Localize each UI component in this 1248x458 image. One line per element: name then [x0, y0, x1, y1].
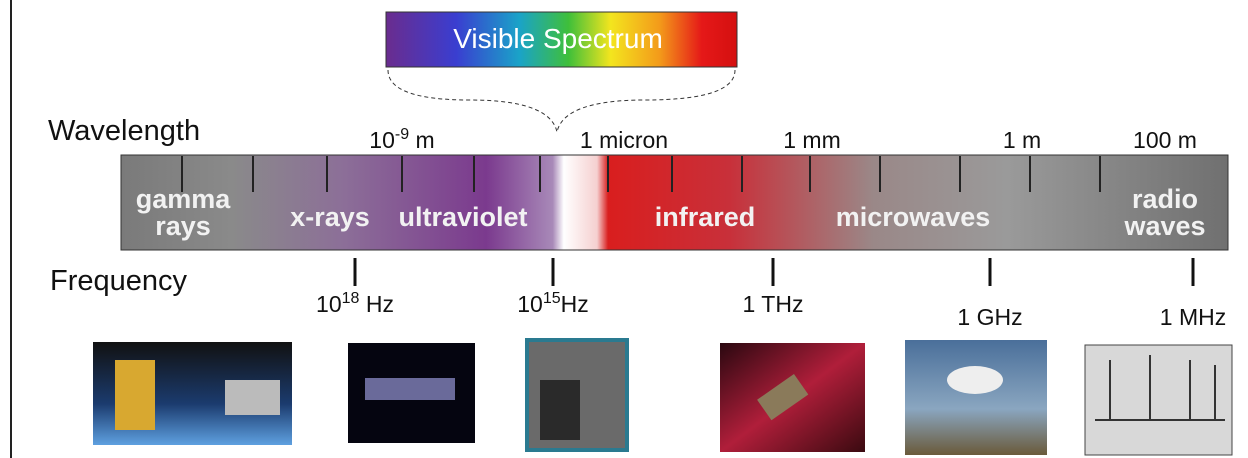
frequency-label-base: 10 [517, 291, 543, 317]
image-detail [225, 380, 280, 415]
wavelength-label-base: 10 [369, 127, 395, 153]
band-label: rays [155, 211, 211, 241]
wavelength-label: 1 m [1003, 127, 1041, 153]
band-label: gamma [136, 184, 232, 214]
image-detail [365, 378, 455, 400]
frequency-label-exp: 15 [543, 290, 561, 307]
band-label: microwaves [836, 202, 991, 232]
image-radio [1085, 345, 1232, 455]
frequency-label: 1 THz [743, 291, 804, 317]
wavelength-label-unit: m [409, 127, 435, 153]
frequency-label: 1015Hz [517, 290, 589, 317]
frequency-label: 1018 Hz [316, 290, 394, 317]
wavelength-label: 100 m [1133, 127, 1197, 153]
band-label: radio [1132, 184, 1198, 214]
wavelength-title: Wavelength [48, 115, 200, 147]
frequency-label: 1 GHz [957, 304, 1022, 330]
image-detail [540, 380, 580, 440]
image-detail [115, 360, 155, 430]
frequency-title: Frequency [50, 265, 188, 297]
frequency-label-unit: Hz [561, 291, 589, 317]
wavelength-label: 1 micron [580, 127, 668, 153]
band-label: ultraviolet [398, 202, 527, 232]
band-label: infrared [655, 202, 756, 232]
visible-label: Visible Spectrum [453, 23, 663, 54]
image-microwave [905, 340, 1047, 455]
visible-brace [388, 70, 735, 132]
band-label: x-rays [290, 202, 370, 232]
band-label: waves [1123, 211, 1205, 241]
wavelength-label: 1 mm [783, 127, 841, 153]
frequency-label-exp: 18 [342, 290, 360, 307]
wavelength-label: 10-9 m [369, 126, 434, 153]
frequency-label-base: 10 [316, 291, 342, 317]
frequency-label: 1 MHz [1160, 304, 1226, 330]
image-detail [947, 366, 1003, 394]
images [93, 340, 1232, 455]
frequency-label-unit: Hz [359, 291, 394, 317]
wavelength-label-exp: -9 [395, 126, 409, 143]
spectrum-diagram: Visible Spectrum Wavelength Frequency 10… [0, 0, 1248, 458]
frequency-ticks [355, 258, 1193, 286]
